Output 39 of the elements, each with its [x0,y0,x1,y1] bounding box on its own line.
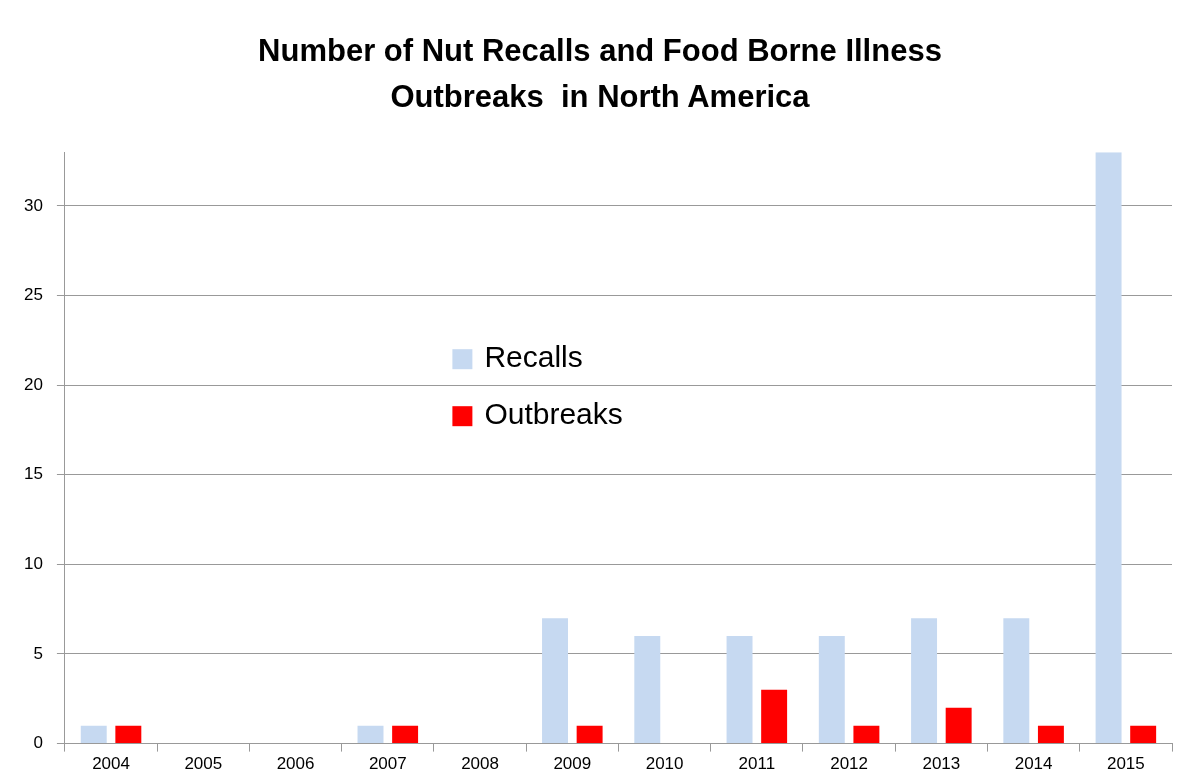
bar [853,725,880,744]
x-tick-label: 2005 [184,754,223,774]
y-tick-label: 15 [23,464,43,484]
bar [761,689,788,744]
y-tick-label: 20 [23,374,43,394]
legend-label: Outbreaks [484,397,623,431]
bar [576,725,603,744]
x-tick-label: 2014 [1014,754,1053,774]
x-tick-label: 2007 [368,754,407,774]
bar [1037,725,1064,744]
x-tick-label: 2013 [922,754,961,774]
y-tick-label: 25 [23,285,43,305]
bar [80,725,107,744]
y-tick-label: 10 [23,554,43,574]
bar [542,618,568,744]
bar [726,636,753,744]
x-tick-label: 2006 [276,754,315,774]
x-tick-label: 2010 [645,754,684,774]
x-tick-label: 2008 [461,754,499,774]
x-tick-label: 2012 [830,754,869,774]
bar [634,636,661,744]
x-tick-label: 2011 [738,754,776,774]
bar [945,707,972,744]
x-tick-label: 2015 [1106,754,1145,774]
y-tick-label: 5 [33,643,43,663]
x-tick-label: 2009 [553,754,592,774]
y-tick-label: 30 [23,195,43,215]
chart-title: Number of Nut Recalls and Food Borne Illness Outbreaks in North America [257,32,943,116]
bar [1003,618,1030,744]
legend-label: Recalls [484,340,583,374]
bar [115,725,142,744]
y-tick-label: 0 [33,733,43,753]
bar [1095,152,1122,744]
bar [818,636,845,744]
bar [392,725,419,744]
x-tick-label: 2004 [92,754,130,774]
bar [1130,725,1157,744]
bar [357,725,384,744]
bar [911,618,938,744]
